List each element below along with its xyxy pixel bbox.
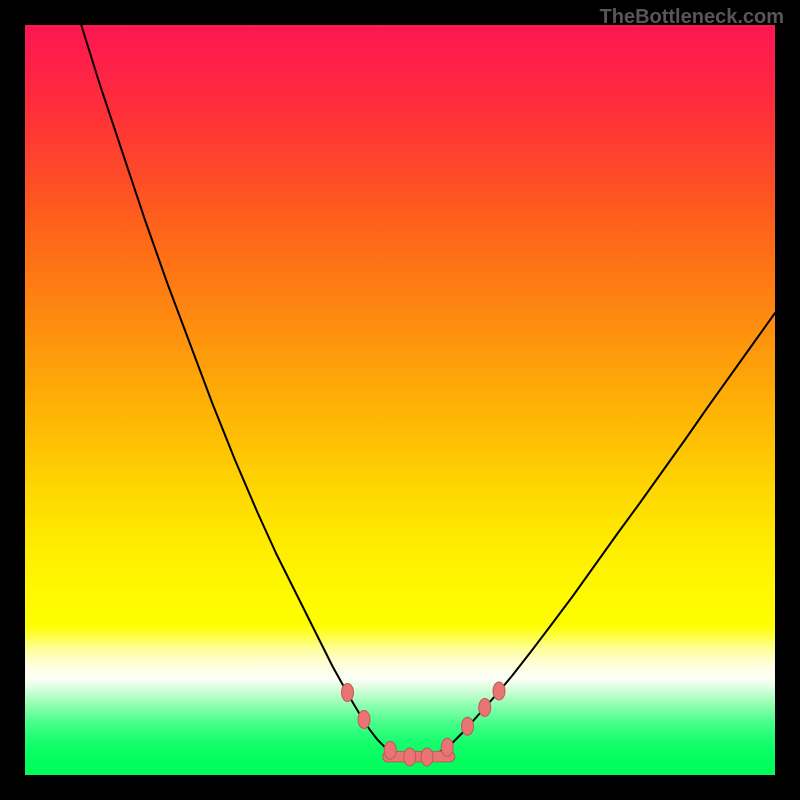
- chart-stage: TheBottleneck.com: [0, 0, 800, 800]
- curve-marker: [404, 748, 416, 766]
- curve-marker: [358, 711, 370, 729]
- curve-marker: [384, 741, 396, 759]
- curve-marker: [462, 717, 474, 735]
- curve-marker: [342, 684, 354, 702]
- watermark: TheBottleneck.com: [600, 6, 784, 29]
- curve-marker: [479, 699, 491, 717]
- curve-marker: [493, 682, 505, 700]
- gradient-background: [25, 25, 775, 775]
- curve-marker: [421, 748, 433, 766]
- curve-marker: [441, 738, 453, 756]
- bottleneck-chart: [25, 25, 775, 775]
